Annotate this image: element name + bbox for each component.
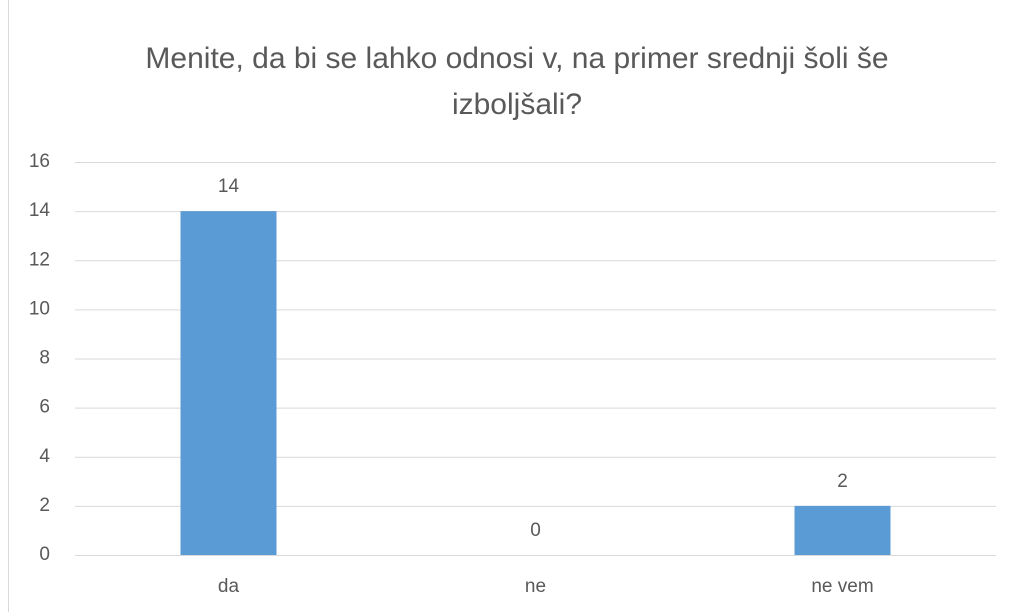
x-tick-label: ne: [525, 576, 546, 597]
y-tick-label: 4: [39, 446, 50, 467]
data-label: 0: [530, 520, 541, 541]
chart-title: Menite, da bi se lahko odnosi v, na prim…: [145, 42, 889, 121]
y-tick-label: 14: [29, 200, 51, 221]
data-label: 2: [837, 471, 848, 492]
y-tick-label: 16: [29, 151, 50, 172]
y-tick-label: 8: [39, 348, 50, 369]
y-tick-label: 10: [29, 298, 50, 319]
data-label: 14: [218, 176, 240, 197]
y-tick-label: 12: [29, 249, 50, 270]
bar: [180, 211, 277, 555]
y-tick-label: 2: [39, 495, 50, 516]
chart-border: [8, 0, 9, 612]
x-tick-label: ne vem: [811, 576, 873, 597]
x-tick-label: da: [218, 576, 240, 597]
y-tick-label: 6: [39, 397, 50, 418]
y-tick-label: 0: [39, 544, 50, 565]
bar: [794, 505, 891, 555]
